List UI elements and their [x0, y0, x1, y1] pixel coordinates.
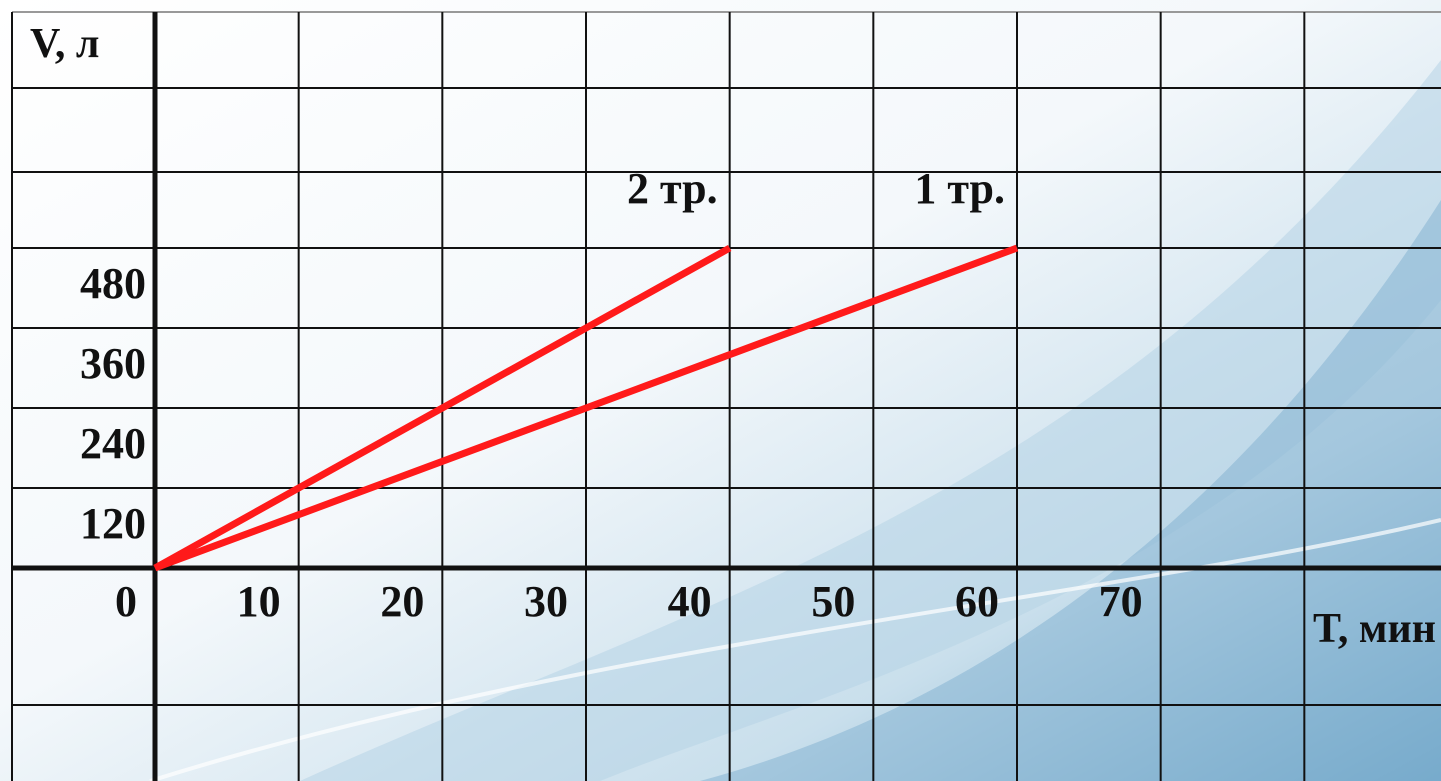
x-tick-label: 40 [668, 577, 712, 626]
background-swoosh [149, 518, 1441, 781]
x-tick-label: 70 [1099, 577, 1143, 626]
series-label: 1 тр. [914, 164, 1005, 213]
x-tick-label: 10 [237, 577, 281, 626]
data-line [153, 244, 732, 572]
x-tick-label: 60 [955, 577, 999, 626]
y-tick-label: 240 [80, 419, 146, 468]
y-tick-label: 480 [80, 259, 146, 308]
x-tick-label: 20 [380, 577, 424, 626]
series-label: 2 тр. [627, 164, 718, 213]
y-tick-label: 360 [80, 339, 146, 388]
x-tick-label: 0 [115, 577, 137, 626]
y-axis-label: V, л [30, 21, 100, 67]
plot: 0 10 20 30 40 50 60 70 120 240 360 480 2 тр. 1 тр. [80, 164, 1143, 626]
background-swoosh [300, 60, 1441, 781]
x-tick-label: 50 [811, 577, 855, 626]
data-line [153, 244, 1019, 572]
x-axis-label: T, мин [1313, 606, 1436, 652]
grid [11, 11, 1441, 781]
y-tick-label: 120 [80, 499, 146, 548]
background-swoosh [700, 200, 1441, 781]
x-tick-label: 30 [524, 577, 568, 626]
